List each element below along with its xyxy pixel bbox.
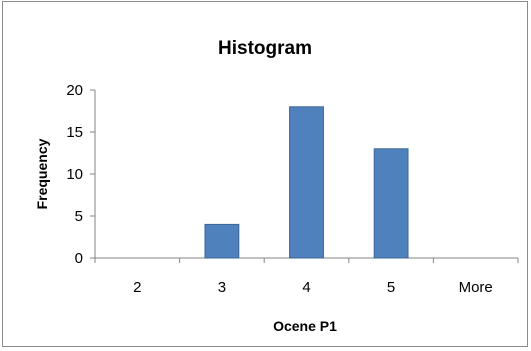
plot-area: 0 5 10 15 20 2 3 4 5 More bbox=[66, 82, 519, 296]
y-tick-label: 20 bbox=[66, 82, 83, 99]
y-tick-label: 5 bbox=[75, 208, 83, 225]
x-tick-label: 2 bbox=[133, 279, 141, 296]
chart-title: Histogram bbox=[218, 38, 312, 59]
y-tick-label: 10 bbox=[66, 166, 83, 183]
bar bbox=[373, 148, 409, 259]
bar bbox=[204, 223, 240, 259]
chart-frame: Histogram Frequency Ocene P1 0 5 10 15 20 2 3 4… bbox=[2, 1, 528, 347]
x-axis-title: Ocene P1 bbox=[273, 318, 337, 334]
x-tick-label: More bbox=[459, 279, 493, 296]
histogram-chart: Histogram Frequency Ocene P1 0 5 10 15 20 2 3 4… bbox=[34, 38, 519, 334]
x-tick-label: 5 bbox=[387, 279, 395, 296]
y-tick-label: 15 bbox=[66, 124, 83, 141]
y-tick-label: 0 bbox=[75, 250, 83, 267]
x-tick-label: 3 bbox=[218, 279, 226, 296]
bar bbox=[289, 106, 324, 259]
x-tick-label: 4 bbox=[302, 279, 310, 296]
y-axis-title: Frequency bbox=[34, 138, 50, 209]
